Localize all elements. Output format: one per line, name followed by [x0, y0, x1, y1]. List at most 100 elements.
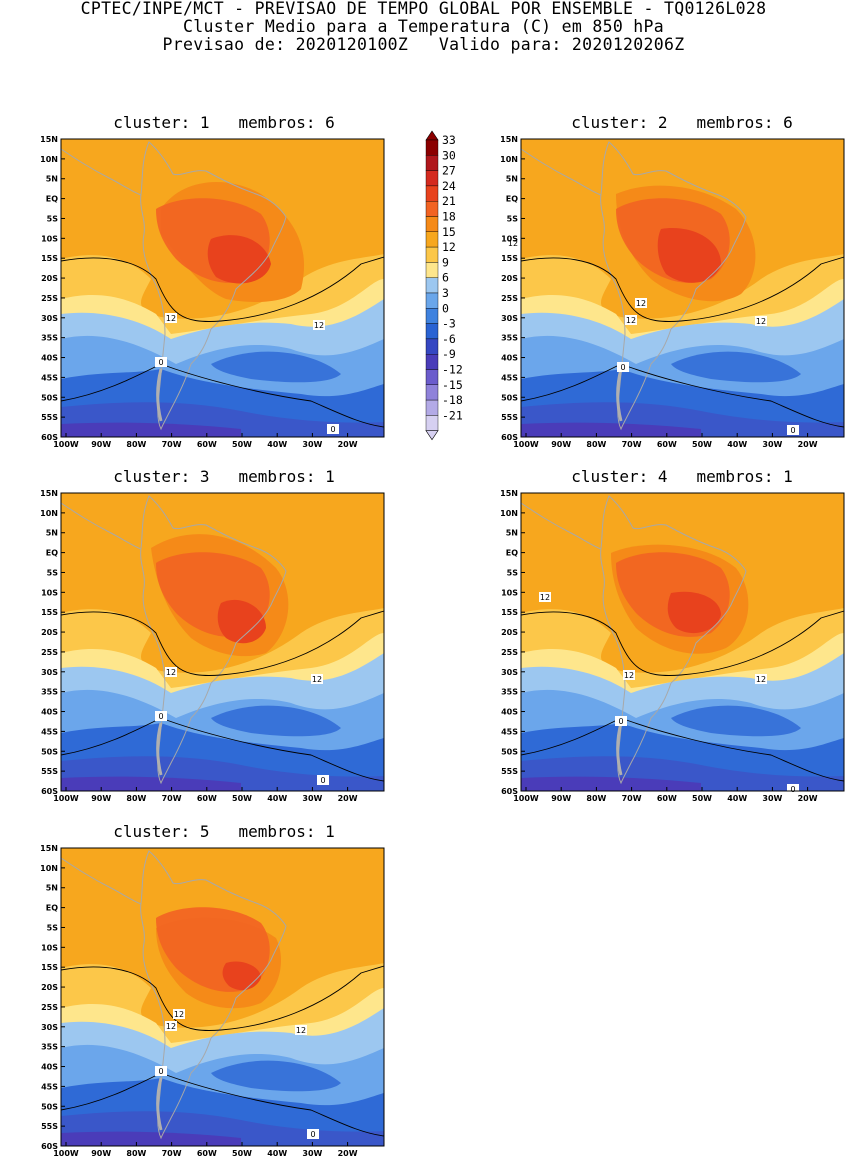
colorbar-label: 9 [442, 255, 449, 269]
lon-label: 100W [513, 440, 539, 449]
colorbar-segment [425, 353, 439, 370]
contour-0 [61, 363, 384, 428]
cold-tongue [211, 1060, 341, 1092]
central-america-outline [61, 857, 142, 905]
lat-label: 45S [41, 1082, 58, 1091]
warm-core-24 [222, 961, 261, 991]
lon-label: 40W [727, 794, 747, 803]
cold-tongue [211, 705, 341, 737]
lat-label: 40S [41, 1063, 58, 1072]
svg-text:12: 12 [508, 239, 518, 248]
lat-label: 10S [41, 588, 58, 597]
lat-label: 30S [41, 314, 58, 323]
contour-label: 12 [507, 238, 519, 248]
lat-label: 25S [501, 648, 518, 657]
colorbar-label: -9 [442, 347, 456, 361]
panel-title-cluster-3: cluster: 3 membros: 1 [113, 467, 335, 486]
warm-core-24 [667, 591, 721, 634]
lat-label: 25S [41, 294, 58, 303]
contour-label: 0 [317, 775, 329, 785]
lat-label: 25S [501, 294, 518, 303]
colorbar-segment [425, 338, 439, 355]
lat-label: 60S [41, 787, 58, 796]
svg-text:12: 12 [636, 299, 646, 308]
lat-label: 5S [507, 568, 519, 577]
lon-label: 20W [338, 1149, 358, 1158]
central-america-outline [521, 502, 602, 550]
lat-label: 10N [500, 155, 518, 164]
lat-label: 30S [41, 1023, 58, 1032]
central-america-outline [61, 148, 142, 196]
lon-label: 30W [762, 794, 782, 803]
contour-label: 12 [165, 313, 177, 323]
map-frame [520, 138, 845, 438]
contour-label: 12 [295, 1025, 307, 1035]
colorbar-segment [425, 323, 439, 340]
lon-label: 80W [126, 1149, 146, 1158]
lat-label: 50S [41, 393, 58, 402]
lat-label: 55S [41, 1122, 58, 1131]
lat-label: 15S [41, 254, 58, 263]
lat-label: 5S [47, 923, 59, 932]
lat-label: 5N [46, 529, 58, 538]
colorbar-segment [425, 155, 439, 171]
lon-label: 70W [162, 794, 182, 803]
map-panel-cluster-4: 12 12 12 0 0 15N 10N 5N EQ 5S 10S 15S 20S 25S 30S 35S 40… [500, 489, 845, 803]
svg-text:12: 12 [166, 668, 176, 677]
colorbar-label: 27 [442, 164, 456, 178]
contour-label: 0 [787, 784, 799, 794]
contour-label: 0 [155, 711, 167, 721]
lat-label: 35S [501, 688, 518, 697]
lat-label: EQ [506, 549, 518, 558]
panel-title-cluster-1: cluster: 1 membros: 6 [113, 113, 335, 132]
lon-label: 80W [126, 440, 146, 449]
svg-text:0: 0 [310, 1130, 315, 1139]
contour-12 [61, 610, 384, 676]
lat-label: EQ [46, 195, 58, 204]
lon-label: 40W [727, 440, 747, 449]
svg-text:0: 0 [320, 776, 325, 785]
svg-text:12: 12 [756, 675, 766, 684]
andes-chile-coast [156, 1077, 163, 1131]
lat-label: 10N [500, 509, 518, 518]
lon-label: 70W [162, 440, 182, 449]
contour-label: 0 [787, 425, 799, 435]
lon-label: 60W [197, 1149, 217, 1158]
andes-chile-coast [156, 368, 163, 422]
lat-label: 20S [41, 274, 58, 283]
lat-label: 40S [501, 354, 518, 363]
lat-label: 10N [40, 864, 58, 873]
colorbar-label: 30 [442, 148, 456, 162]
svg-text:0: 0 [620, 363, 625, 372]
lat-label: 45S [501, 373, 518, 382]
colorbar-top-arrow [425, 130, 439, 141]
lat-label: 15N [40, 489, 58, 498]
andes-chile-coast [616, 368, 623, 422]
lat-label: 5S [507, 214, 519, 223]
lat-label: 25S [41, 1003, 58, 1012]
south-america-outline [140, 141, 287, 431]
lon-label: 90W [551, 440, 571, 449]
lat-label: 15N [500, 135, 518, 144]
lat-label: 15N [500, 489, 518, 498]
lat-label: 15N [40, 135, 58, 144]
map-panel-cluster-1: 12 12 0 0 15N 10N 5N EQ 5S 10S 15S 20S 25S 30S 35S 40S 4… [40, 135, 385, 449]
cold-tongue [671, 705, 801, 737]
lat-label: 20S [501, 628, 518, 637]
lat-label: 15S [501, 254, 518, 263]
contour-12 [61, 256, 384, 322]
colorbar-label: 21 [442, 194, 456, 208]
temp-band-minus6 [61, 422, 241, 437]
colorbar-label: 33 [442, 133, 456, 147]
lon-label: 30W [302, 1149, 322, 1158]
lat-label: 5N [46, 884, 58, 893]
svg-text:12: 12 [540, 593, 550, 602]
lon-label: 50W [692, 794, 712, 803]
svg-text:12: 12 [756, 317, 766, 326]
lat-label: EQ [46, 904, 58, 913]
lat-label: 5N [506, 175, 518, 184]
contour-12 [61, 965, 384, 1031]
contour-label: 12 [165, 667, 177, 677]
contour-0 [521, 717, 844, 782]
